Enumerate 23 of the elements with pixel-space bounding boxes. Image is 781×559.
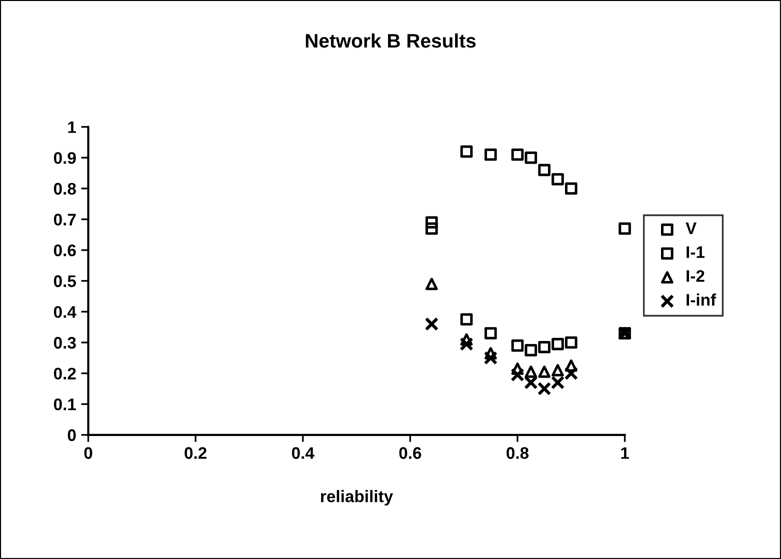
x-tick-label: 1 xyxy=(621,447,629,459)
legend-label: V xyxy=(686,222,697,234)
x-tick-label: 0.6 xyxy=(399,447,422,459)
y-tick-label: 0.2 xyxy=(54,368,76,380)
chart-title: Network B Results xyxy=(306,33,476,48)
legend-label: I-1 xyxy=(686,246,705,258)
x-axis-title: reliability xyxy=(321,490,394,506)
y-tick-label: 0 xyxy=(68,429,76,442)
x-tick-label: 0.8 xyxy=(506,447,529,459)
x-tick-label: 0.4 xyxy=(292,447,314,459)
y-tick-label: 0.5 xyxy=(54,275,76,288)
y-tick-label: 1 xyxy=(68,121,76,133)
x-tick-label: 0 xyxy=(84,447,92,459)
y-tick-label: 0.1 xyxy=(54,398,76,410)
y-tick-label: 0.9 xyxy=(54,152,76,164)
y-tick-label: 0.4 xyxy=(54,306,76,318)
y-tick-label: 0.3 xyxy=(54,336,76,349)
y-tick-label: 0.6 xyxy=(54,244,76,256)
legend-label: I-inf xyxy=(686,294,716,306)
y-tick-label: 0.8 xyxy=(54,182,76,195)
y-tick-label: 0.7 xyxy=(54,214,76,226)
legend-label: I-2 xyxy=(686,270,704,282)
x-tick-label: 0.2 xyxy=(184,447,206,459)
